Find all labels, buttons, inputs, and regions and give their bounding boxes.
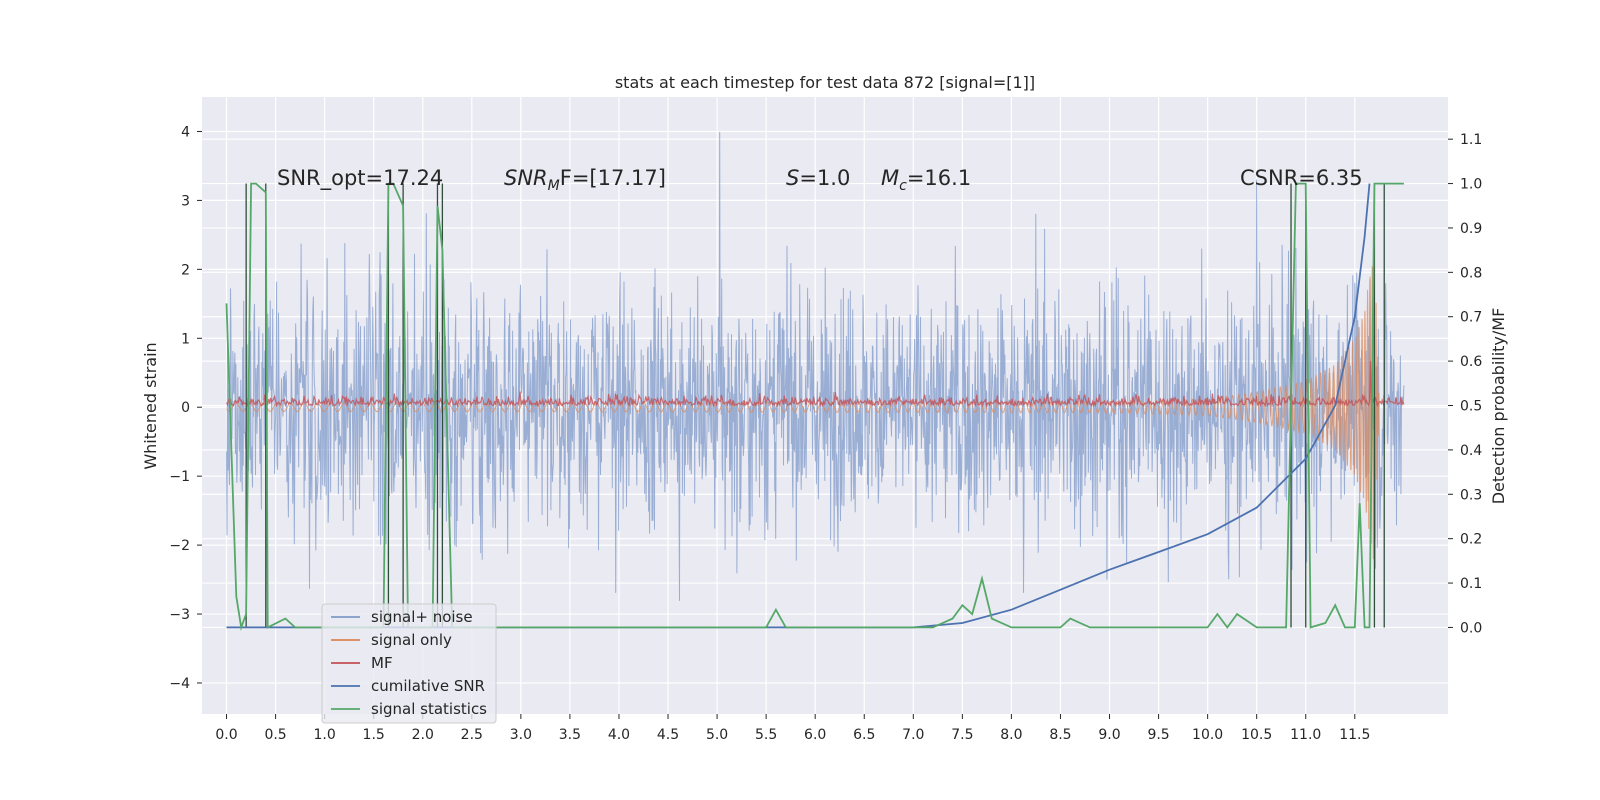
legend-items: signal+ noise signal only MF cumilative SNR… [331,608,487,718]
signal-statistics-series [225,182,1404,631]
y-tick-label-left: −2 [169,538,190,554]
y-tick-label-left: 0 [181,400,190,416]
signal-plus-noise-line [226,131,1405,601]
y-tick-label-right: 0.4 [1460,443,1482,459]
x-tick-label: 7.5 [951,727,973,743]
y-tick-label-left: −4 [169,676,190,692]
y-tick-label-left: −1 [169,469,190,485]
annotation-snr-opt: SNR_opt=17.24 [277,166,443,191]
legend-label: signal+ noise [371,608,473,626]
y-tick-label-left: 2 [181,262,190,278]
y-tick-label-right: 0.0 [1460,620,1482,636]
signal-only-series [226,251,1380,560]
x-tick-label: 6.5 [853,727,875,743]
x-tick-label: 0.5 [264,727,286,743]
x-axis-ticks: 0.0 0.5 1.0 1.5 2.0 2.5 3.0 3.5 4.0 4.5 5.0 5.5 6.0 6… [215,714,1370,743]
signal-statistics-line [225,182,1404,631]
annotation-csnr: CSNR=6.35 [1240,166,1363,190]
mc-sub: c [899,178,907,194]
mf-line [225,361,1405,408]
legend-label: MF [371,654,393,672]
x-tick-label: 11.0 [1290,727,1321,743]
y-tick-label-right: 0.8 [1460,265,1482,281]
y-tick-label-right: 0.9 [1460,221,1482,237]
left-y-axis-ticks: 4 3 2 1 0 −1 −2 −3 −4 [169,124,202,692]
y-tick-label-right: 0.2 [1460,532,1482,548]
x-tick-label: 3.5 [559,727,581,743]
legend: signal+ noise signal only MF cumilative SNR… [321,603,497,724]
legend-label: signal only [371,631,452,649]
mc-var: M [881,166,899,190]
x-tick-label: 6.0 [804,727,826,743]
x-tick-label: 3.0 [510,727,532,743]
y-axis-label-left: Whitened strain [141,342,160,469]
legend-label: cumilative SNR [371,677,485,695]
x-tick-label: 7.0 [902,727,924,743]
x-tick-label: 1.5 [363,727,385,743]
x-tick-label: 2.0 [412,727,434,743]
y-axis-label-right: Detection probability/MF [1489,308,1508,505]
legend-box [321,603,497,724]
snr-mf-rest: F=[17.17] [560,166,666,190]
x-tick-label: 11.5 [1339,727,1370,743]
y-tick-label-left: −3 [169,607,190,623]
cumulative-snr-series [226,183,1371,629]
x-tick-label: 5.5 [755,727,777,743]
x-tick-label: 8.5 [1049,727,1071,743]
annotation-mc: Mc=16.1 [881,166,971,194]
legend-label: signal statistics [371,700,487,718]
chart-title: stats at each timestep for test data 872… [615,73,1035,92]
signal-plus-noise-series [226,131,1405,601]
y-tick-label-left: 4 [181,124,190,140]
x-tick-label: 4.0 [608,727,630,743]
snr-mf-sub: M [548,178,560,194]
x-tick-label: 9.5 [1147,727,1169,743]
x-tick-label: 9.0 [1098,727,1120,743]
cumulative-snr-line [226,183,1371,629]
x-tick-label: 2.5 [461,727,483,743]
x-tick-label: 4.5 [657,727,679,743]
signal-only-line [226,251,1380,560]
x-tick-label: 5.0 [706,727,728,743]
y-tick-label-left: 1 [181,331,190,347]
y-tick-label-right: 1.1 [1460,132,1482,148]
y-tick-label-right: 0.3 [1460,487,1482,503]
snr-mf-main: SNR [504,166,548,190]
x-tick-label: 1.0 [314,727,336,743]
y-tick-label-left: 3 [181,193,190,209]
annotation-snr-mf: SNRMF=[17.17] [504,166,666,194]
mc-val: =16.1 [907,166,971,190]
x-tick-label: 10.5 [1241,727,1272,743]
annotation-s: S=1.0 [786,166,850,190]
s-val: =1.0 [799,166,850,190]
mf-series [225,361,1405,408]
y-tick-label-right: 0.7 [1460,310,1482,326]
y-tick-label-right: 1.0 [1460,177,1482,193]
right-y-axis-ticks: 1.1 1.0 0.9 0.8 0.7 0.6 0.5 0.4 0.3 0.2 0.1 0.0 [1448,132,1482,636]
s-var: S [786,166,799,190]
x-tick-label: 0.0 [215,727,237,743]
y-tick-label-right: 0.6 [1460,354,1482,370]
y-tick-label-right: 0.1 [1460,576,1482,592]
x-tick-label: 10.0 [1192,727,1223,743]
y-tick-label-right: 0.5 [1460,399,1482,415]
x-tick-label: 8.0 [1000,727,1022,743]
